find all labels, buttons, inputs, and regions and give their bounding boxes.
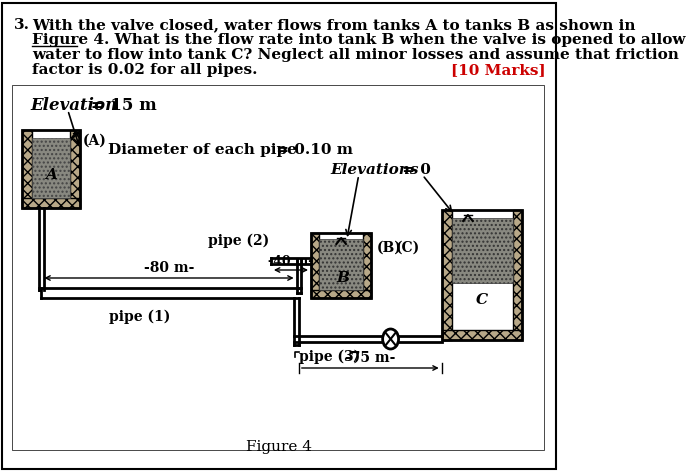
- Text: = 0.10 m: = 0.10 m: [271, 143, 353, 157]
- Text: pipe (3): pipe (3): [299, 350, 360, 364]
- Bar: [70, 130, 80, 208]
- Text: -80 m-: -80 m-: [144, 261, 194, 275]
- Text: 3.: 3.: [14, 18, 30, 32]
- Text: A: A: [45, 168, 57, 182]
- Bar: [363, 233, 371, 298]
- Bar: [512, 210, 522, 340]
- Bar: [452, 218, 512, 283]
- Text: [10 Marks]: [10 Marks]: [452, 63, 546, 77]
- Text: Elevations: Elevations: [331, 163, 419, 177]
- Bar: [22, 198, 80, 208]
- Text: = 0: = 0: [397, 163, 431, 177]
- Text: With the valve closed, water flows from tanks A to tanks B as shown in: With the valve closed, water flows from …: [32, 18, 636, 32]
- Bar: [12, 85, 545, 450]
- Text: -75 m-: -75 m-: [344, 351, 395, 365]
- Text: Figure 4. What is the flow rate into tank B when the valve is opened to allow: Figure 4. What is the flow rate into tan…: [32, 33, 685, 47]
- Bar: [442, 330, 522, 340]
- Text: (C): (C): [395, 241, 419, 255]
- Bar: [22, 130, 32, 208]
- Text: Elevation: Elevation: [30, 97, 118, 114]
- Bar: [311, 233, 371, 298]
- Bar: [22, 130, 80, 208]
- Text: pipe (2): pipe (2): [208, 234, 270, 248]
- Bar: [319, 239, 363, 290]
- Text: -40 m-: -40 m-: [268, 255, 314, 268]
- Bar: [442, 210, 522, 340]
- Bar: [442, 210, 452, 340]
- Bar: [311, 290, 371, 298]
- Bar: [32, 138, 70, 198]
- Text: B: B: [336, 271, 349, 285]
- Bar: [311, 233, 319, 298]
- Text: C: C: [476, 293, 489, 307]
- Text: water to flow into tank C? Neglect all minor losses and assume that friction: water to flow into tank C? Neglect all m…: [32, 48, 679, 62]
- Text: (A): (A): [83, 134, 107, 148]
- Text: Figure 4: Figure 4: [246, 440, 312, 454]
- Text: factor is 0.02 for all pipes.: factor is 0.02 for all pipes.: [32, 63, 258, 77]
- Circle shape: [383, 329, 398, 349]
- Text: (B): (B): [377, 241, 401, 255]
- Text: Diameter of each pipe: Diameter of each pipe: [108, 143, 297, 157]
- Text: pipe (1): pipe (1): [108, 310, 170, 324]
- Text: = 15 m: = 15 m: [85, 97, 157, 114]
